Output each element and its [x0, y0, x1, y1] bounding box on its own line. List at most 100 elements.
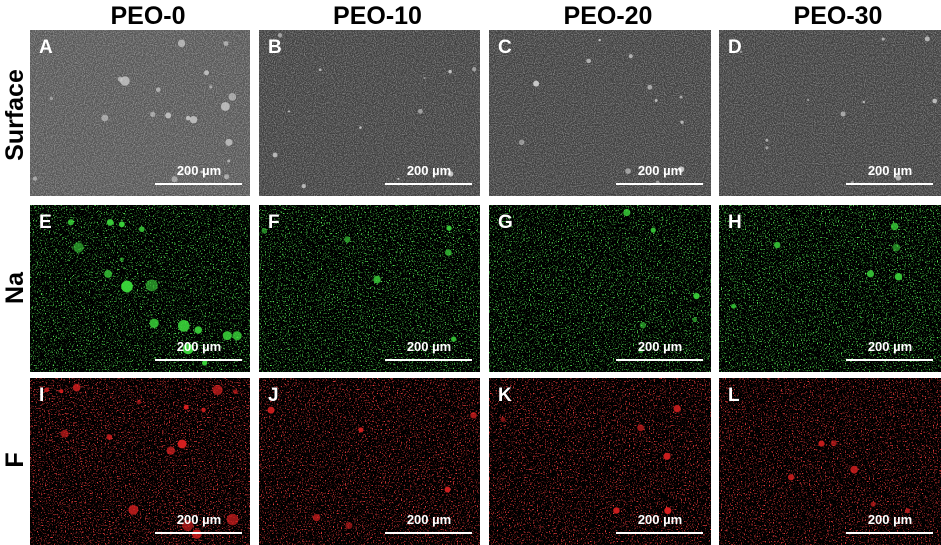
particle: [444, 249, 452, 256]
scale-label: 200 µm: [638, 163, 682, 178]
particle: [894, 272, 903, 281]
panel: C 200 µm: [489, 30, 711, 196]
panel-letter: C: [498, 37, 512, 58]
panel-letter: I: [39, 385, 44, 406]
particle: [171, 176, 178, 183]
particle: [233, 389, 238, 395]
particle: [177, 39, 186, 48]
particle: [423, 76, 426, 79]
particle: [318, 68, 322, 72]
particle: [892, 243, 901, 252]
panel-texture: [489, 30, 711, 196]
scale-label: 200 µm: [638, 339, 682, 354]
particle: [518, 139, 525, 146]
particle: [650, 227, 656, 233]
particle: [739, 50, 743, 54]
particle: [731, 303, 737, 309]
particle: [128, 504, 139, 515]
particle: [765, 146, 769, 150]
row-label: F: [1, 452, 29, 467]
particle: [226, 513, 239, 526]
panel-texture: [489, 205, 711, 372]
panel-letter: B: [268, 37, 282, 58]
particle: [49, 96, 53, 101]
particle: [212, 384, 223, 396]
particle: [155, 87, 161, 93]
panel: E 200 µm: [30, 205, 250, 372]
particle: [470, 411, 477, 419]
particle: [106, 219, 114, 226]
particle: [598, 38, 601, 42]
particle: [232, 331, 242, 341]
particle: [191, 529, 202, 539]
particle: [359, 126, 362, 129]
particle: [830, 440, 837, 447]
particle: [106, 434, 113, 440]
particle: [301, 183, 306, 189]
particle: [272, 152, 278, 158]
particle: [73, 242, 84, 253]
panel-letter: L: [728, 385, 740, 406]
particle: [344, 236, 351, 243]
scale-label: 200 µm: [407, 163, 451, 178]
panel-letter: A: [39, 37, 53, 58]
particle: [397, 177, 400, 180]
scale-label: 200 µm: [638, 512, 682, 527]
particle: [186, 170, 190, 174]
particle: [223, 41, 229, 47]
particle: [448, 69, 452, 74]
particle: [117, 76, 123, 82]
particle: [623, 208, 631, 217]
particle: [870, 501, 876, 507]
column-header: PEO-20: [564, 2, 653, 30]
panel-letter: G: [498, 212, 513, 233]
particle: [639, 321, 647, 329]
scale-label: 200 µm: [868, 339, 912, 354]
particle: [932, 98, 938, 104]
scale-label: 200 µm: [407, 512, 451, 527]
particle: [807, 98, 810, 102]
particle: [450, 336, 457, 342]
panel-letter: E: [39, 212, 52, 233]
particle: [818, 440, 825, 447]
particle: [183, 404, 189, 410]
particle: [345, 521, 353, 530]
particle: [787, 474, 795, 481]
panel: L 200 µm: [719, 378, 941, 545]
particle: [628, 54, 633, 59]
panel-texture: [489, 378, 711, 545]
particle: [185, 115, 191, 121]
panel-texture: [719, 205, 941, 372]
particle: [227, 159, 231, 163]
particle: [312, 514, 321, 522]
particle: [654, 98, 658, 102]
particle: [189, 115, 198, 124]
particle: [866, 270, 875, 278]
panel-letter: D: [728, 37, 742, 58]
particle: [200, 170, 204, 174]
particle: [765, 138, 769, 142]
particle: [586, 58, 592, 64]
particle: [182, 343, 194, 355]
particle: [881, 37, 885, 41]
particle: [692, 317, 698, 323]
particle: [693, 292, 700, 300]
particle: [228, 93, 237, 101]
particle: [664, 507, 672, 515]
panel-texture: [30, 205, 250, 372]
panel-letter: J: [268, 385, 279, 406]
particle: [647, 84, 653, 90]
particle: [201, 407, 206, 413]
particle: [120, 76, 130, 86]
particle: [59, 389, 64, 394]
particle: [895, 174, 902, 181]
particle: [204, 70, 210, 76]
particle: [613, 507, 620, 514]
particle: [638, 348, 644, 354]
particle: [446, 225, 452, 231]
panel: F 200 µm: [259, 205, 480, 372]
particle: [678, 166, 685, 173]
particle: [673, 404, 681, 413]
particle: [104, 269, 113, 278]
